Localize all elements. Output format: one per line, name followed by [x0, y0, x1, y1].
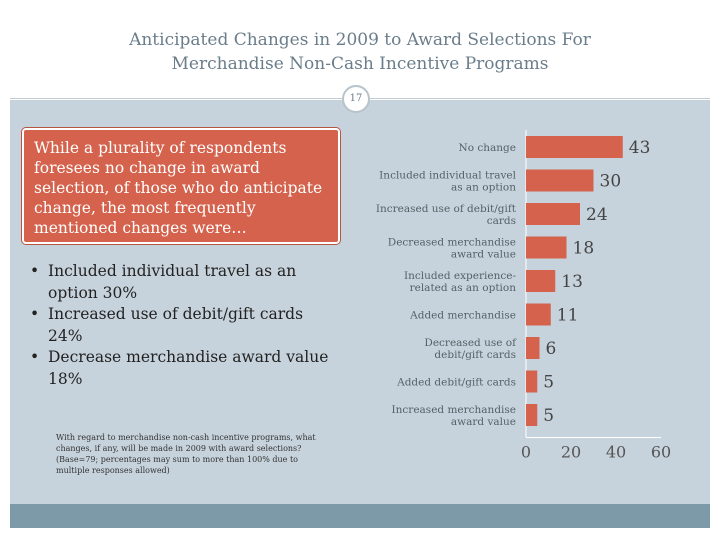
category-label: Added merchandise — [409, 310, 516, 322]
category-label: Decreased use of — [424, 337, 517, 349]
bullet-item: Decrease merchandise award value 18% — [30, 347, 340, 390]
bar — [526, 370, 538, 393]
category-label: related as an option — [410, 282, 517, 294]
x-tick-label: 40 — [606, 443, 626, 462]
value-label: 18 — [573, 239, 595, 259]
bar — [526, 270, 556, 292]
x-tick-label: 60 — [651, 443, 671, 462]
footer-bar — [10, 504, 710, 528]
category-label: Increased merchandise — [392, 404, 516, 416]
callout-text: While a plurality of respondents foresee… — [34, 139, 323, 237]
title-line-2: Merchandise Non-Cash Incentive Programs — [171, 54, 549, 74]
page-number-badge: 17 — [342, 85, 370, 113]
value-label: 6 — [546, 339, 557, 359]
title-line-1: Anticipated Changes in 2009 to Award Sel… — [129, 30, 591, 50]
bullet-item: Included individual travel as an option … — [30, 261, 340, 304]
category-label: No change — [459, 142, 516, 154]
category-label: Included experience- — [404, 270, 516, 282]
category-label: cards — [487, 215, 516, 227]
category-label: Increased use of debit/gift — [376, 203, 517, 215]
x-tick-label: 20 — [561, 443, 581, 462]
bullet-item: Increased use of debit/gift cards 24% — [30, 304, 340, 347]
value-label: 5 — [543, 373, 554, 393]
summary-callout: While a plurality of respondents foresee… — [22, 128, 340, 244]
category-label: award value — [451, 416, 516, 428]
bar — [526, 303, 551, 326]
value-label: 11 — [557, 306, 579, 326]
bullet-list: Included individual travel as an option … — [30, 261, 340, 390]
category-label: Decreased merchandise — [388, 237, 516, 249]
x-tick-label: 0 — [521, 443, 531, 462]
value-label: 24 — [586, 205, 608, 225]
category-label: Added debit/gift cards — [396, 377, 516, 389]
slide-header: Anticipated Changes in 2009 to Award Sel… — [0, 0, 720, 100]
value-label: 13 — [561, 272, 583, 292]
bar — [526, 203, 580, 225]
value-label: 30 — [600, 172, 622, 192]
bar — [526, 337, 540, 359]
value-label: 43 — [629, 138, 651, 158]
bar — [526, 236, 567, 259]
category-label: as an option — [451, 182, 516, 194]
slide-title: Anticipated Changes in 2009 to Award Sel… — [60, 28, 660, 76]
category-label: Included individual travel — [379, 170, 516, 182]
value-label: 5 — [543, 406, 554, 426]
bar — [526, 169, 594, 192]
survey-footnote: With regard to merchandise non-cash ince… — [56, 433, 316, 475]
category-label: debit/gift cards — [434, 349, 516, 361]
category-label: award value — [451, 249, 516, 261]
bar — [526, 404, 538, 426]
bar — [526, 136, 623, 158]
